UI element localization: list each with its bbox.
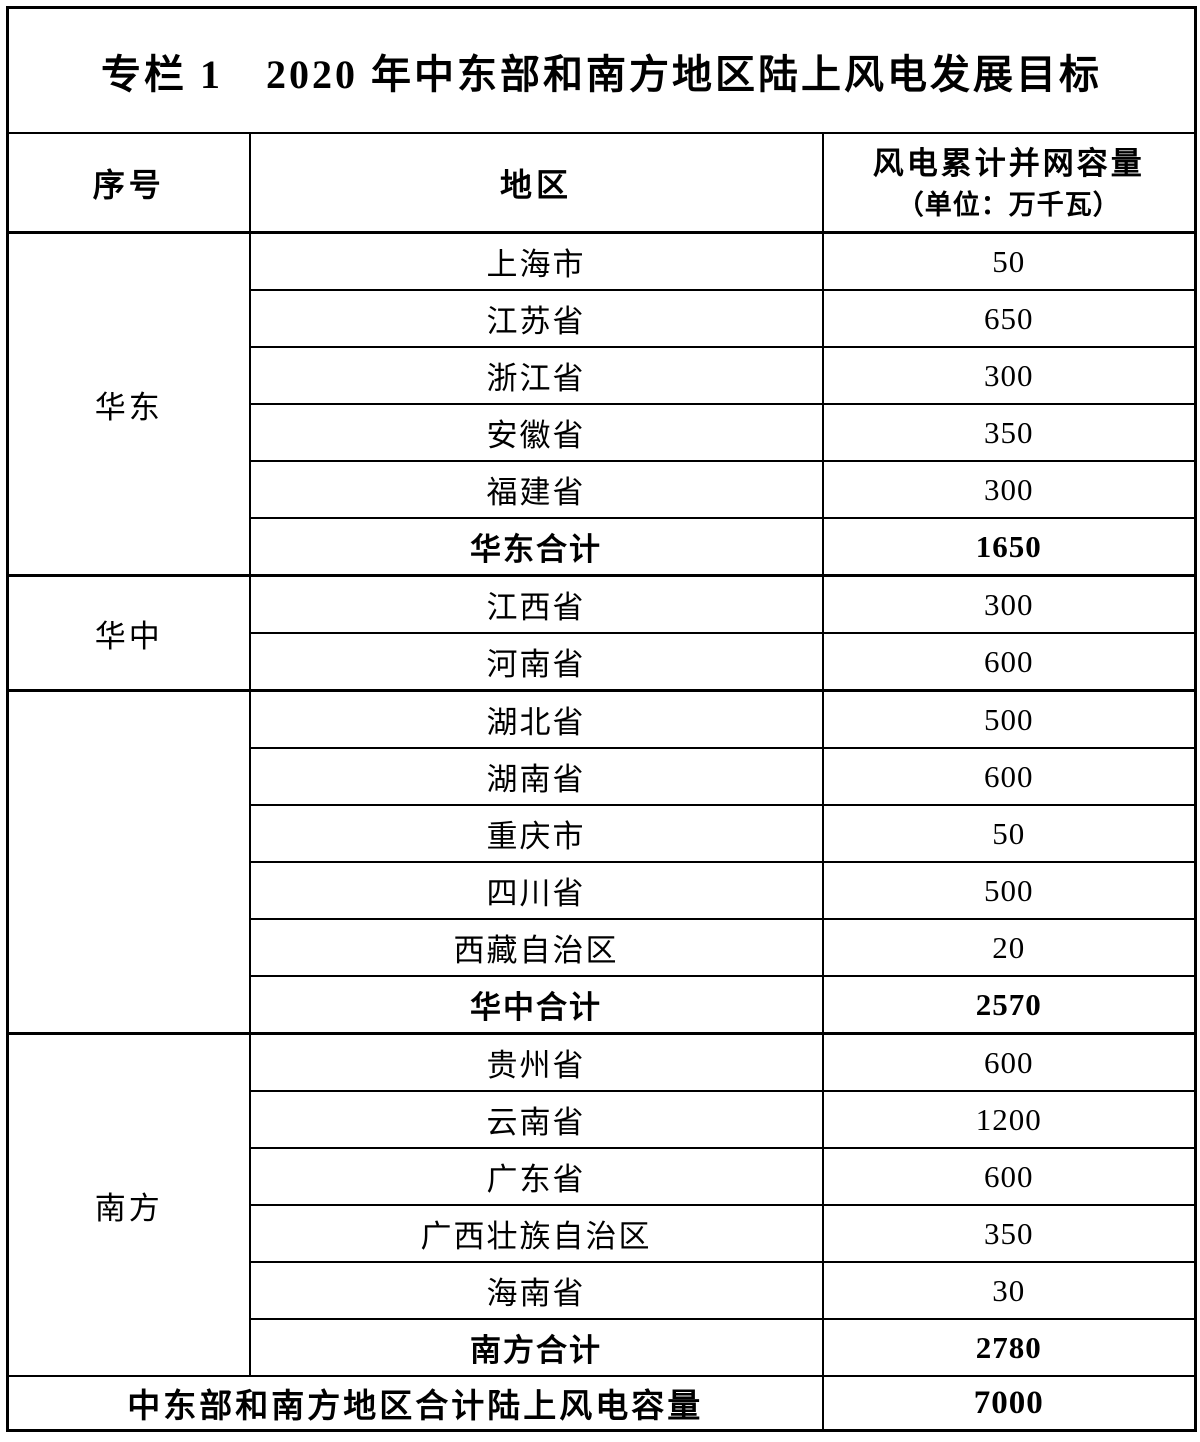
region-cell: 福建省 (248, 460, 824, 519)
value-cell: 300 (821, 460, 1197, 519)
header-capacity: 风电累计并网容量 （单位：万千瓦） (821, 132, 1197, 234)
table-row: 南方 贵州省 600 (6, 1032, 1197, 1377)
wind-power-target-table: 专栏 1 2020 年中东部和南方地区陆上风电发展目标 序号 地区 风电累计并网… (6, 6, 1198, 1432)
region-cell: 华中合计 (248, 975, 824, 1035)
value-cell: 1650 (821, 517, 1197, 577)
value-cell: 2570 (821, 975, 1197, 1035)
value-cell: 300 (821, 346, 1197, 405)
group-label-cell: 南方 (6, 1032, 251, 1377)
region-cell: 西藏自治区 (248, 918, 824, 977)
footer-value-cell: 7000 (821, 1375, 1197, 1432)
region-cell: 上海市 (248, 231, 824, 291)
value-cell: 600 (821, 632, 1197, 692)
value-cell: 600 (821, 1147, 1197, 1206)
region-cell: 四川省 (248, 861, 824, 920)
region-cell: 湖南省 (248, 747, 824, 806)
group-label-cell (6, 689, 251, 1035)
table-title: 专栏 1 2020 年中东部和南方地区陆上风电发展目标 (6, 6, 1197, 134)
region-cell: 江苏省 (248, 289, 824, 348)
table-row: 云南省 1200 (8, 1090, 1197, 1149)
region-cell: 广东省 (248, 1147, 824, 1206)
header-capacity-unit: （单位：万千瓦） (896, 189, 1121, 220)
value-cell: 600 (821, 747, 1197, 806)
region-cell: 安徽省 (248, 403, 824, 462)
header-seq: 序号 (6, 132, 251, 234)
region-cell: 广西壮族自治区 (248, 1204, 824, 1263)
table-row: 南方合计 2780 (8, 1318, 1197, 1377)
table-row: 安徽省 350 (8, 403, 1197, 462)
table-body: 华东 上海市 50 江苏省 650 浙江省 300 安徽省 350 福建省 300 华东合计 1650 华… (6, 231, 1197, 1377)
region-cell: 江西省 (248, 574, 824, 634)
region-cell: 海南省 (248, 1261, 824, 1320)
value-cell: 350 (821, 403, 1197, 462)
value-cell: 500 (821, 689, 1197, 749)
value-cell: 50 (821, 804, 1197, 863)
region-cell: 重庆市 (248, 804, 824, 863)
table-row: 华中合计 2570 (8, 975, 1197, 1035)
value-cell: 300 (821, 574, 1197, 634)
header-row: 序号 地区 风电累计并网容量 （单位：万千瓦） (6, 132, 1197, 234)
region-cell: 南方合计 (248, 1318, 824, 1377)
table-row: 华中 江西省 300 (6, 574, 1197, 692)
value-cell: 20 (821, 918, 1197, 977)
table-row: 广东省 600 (8, 1147, 1197, 1206)
table-row: 海南省 30 (8, 1261, 1197, 1320)
region-cell: 河南省 (248, 632, 824, 692)
table-row: 河南省 600 (8, 632, 1197, 692)
title-row: 专栏 1 2020 年中东部和南方地区陆上风电发展目标 (6, 6, 1197, 134)
region-cell: 贵州省 (248, 1032, 824, 1092)
group-label-cell: 华东 (6, 231, 251, 577)
value-cell: 350 (821, 1204, 1197, 1263)
table-row: 华东合计 1650 (8, 517, 1197, 577)
header-region: 地区 (248, 132, 824, 234)
region-cell: 湖北省 (248, 689, 824, 749)
table-row: 重庆市 50 (8, 804, 1197, 863)
footer-row: 中东部和南方地区合计陆上风电容量 7000 (6, 1375, 1197, 1432)
table-row: 华东 上海市 50 (6, 231, 1197, 577)
header-capacity-title: 风电累计并网容量 (872, 145, 1145, 181)
table-row: 湖北省 500 (6, 689, 1197, 1035)
table-row: 浙江省 300 (8, 346, 1197, 405)
value-cell: 30 (821, 1261, 1197, 1320)
table-row: 四川省 500 (8, 861, 1197, 920)
footer-label-cell: 中东部和南方地区合计陆上风电容量 (6, 1375, 824, 1432)
value-cell: 1200 (821, 1090, 1197, 1149)
table-row: 江苏省 650 (8, 289, 1197, 348)
table-row: 广西壮族自治区 350 (8, 1204, 1197, 1263)
value-cell: 650 (821, 289, 1197, 348)
region-cell: 华东合计 (248, 517, 824, 577)
region-cell: 云南省 (248, 1090, 824, 1149)
value-cell: 600 (821, 1032, 1197, 1092)
group-label-cell: 华中 (6, 574, 251, 692)
value-cell: 2780 (821, 1318, 1197, 1377)
region-cell: 浙江省 (248, 346, 824, 405)
value-cell: 500 (821, 861, 1197, 920)
value-cell: 50 (821, 231, 1197, 291)
table-row: 湖南省 600 (8, 747, 1197, 806)
table-row: 福建省 300 (8, 460, 1197, 519)
table-row: 西藏自治区 20 (8, 918, 1197, 977)
